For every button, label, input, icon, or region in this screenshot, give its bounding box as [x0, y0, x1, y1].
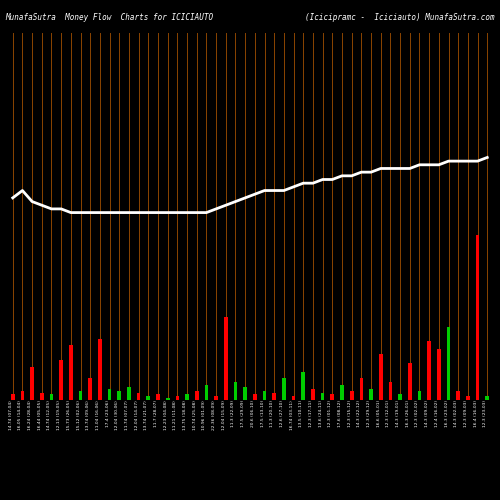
Bar: [69, 345, 72, 400]
Bar: [253, 394, 256, 400]
Bar: [311, 389, 315, 400]
Bar: [137, 392, 140, 400]
Bar: [156, 394, 160, 400]
Bar: [476, 234, 480, 400]
Bar: [108, 389, 112, 400]
Bar: [78, 391, 82, 400]
Bar: [60, 360, 63, 400]
Bar: [486, 396, 489, 400]
Bar: [244, 387, 247, 400]
Bar: [262, 391, 266, 400]
Bar: [195, 391, 198, 400]
Bar: [88, 378, 92, 400]
Bar: [224, 318, 228, 400]
Bar: [428, 341, 431, 400]
Bar: [166, 398, 170, 400]
Bar: [50, 394, 54, 400]
Bar: [118, 391, 121, 400]
Bar: [466, 396, 469, 400]
Bar: [272, 392, 276, 400]
Bar: [418, 391, 422, 400]
Bar: [30, 367, 34, 400]
Text: (Icicipramc -  Iciciauto) MunafaSutra.com: (Icicipramc - Iciciauto) MunafaSutra.com: [306, 12, 495, 22]
Bar: [20, 391, 24, 400]
Bar: [360, 378, 363, 400]
Bar: [456, 391, 460, 400]
Bar: [204, 386, 208, 400]
Bar: [214, 396, 218, 400]
Bar: [292, 396, 296, 400]
Bar: [388, 382, 392, 400]
Bar: [369, 389, 373, 400]
Bar: [185, 394, 189, 400]
Bar: [321, 392, 324, 400]
Bar: [446, 326, 450, 400]
Text: MunafaSutra  Money Flow  Charts for ICICIAUTO: MunafaSutra Money Flow Charts for ICICIA…: [5, 12, 213, 22]
Bar: [176, 396, 179, 400]
Bar: [127, 387, 131, 400]
Bar: [98, 340, 102, 400]
Bar: [146, 396, 150, 400]
Bar: [379, 354, 382, 400]
Bar: [398, 394, 402, 400]
Bar: [330, 394, 334, 400]
Bar: [350, 391, 354, 400]
Bar: [234, 382, 237, 400]
Bar: [40, 392, 43, 400]
Bar: [302, 372, 305, 400]
Bar: [408, 363, 412, 400]
Bar: [340, 386, 344, 400]
Bar: [437, 348, 440, 400]
Bar: [11, 394, 15, 400]
Bar: [282, 378, 286, 400]
